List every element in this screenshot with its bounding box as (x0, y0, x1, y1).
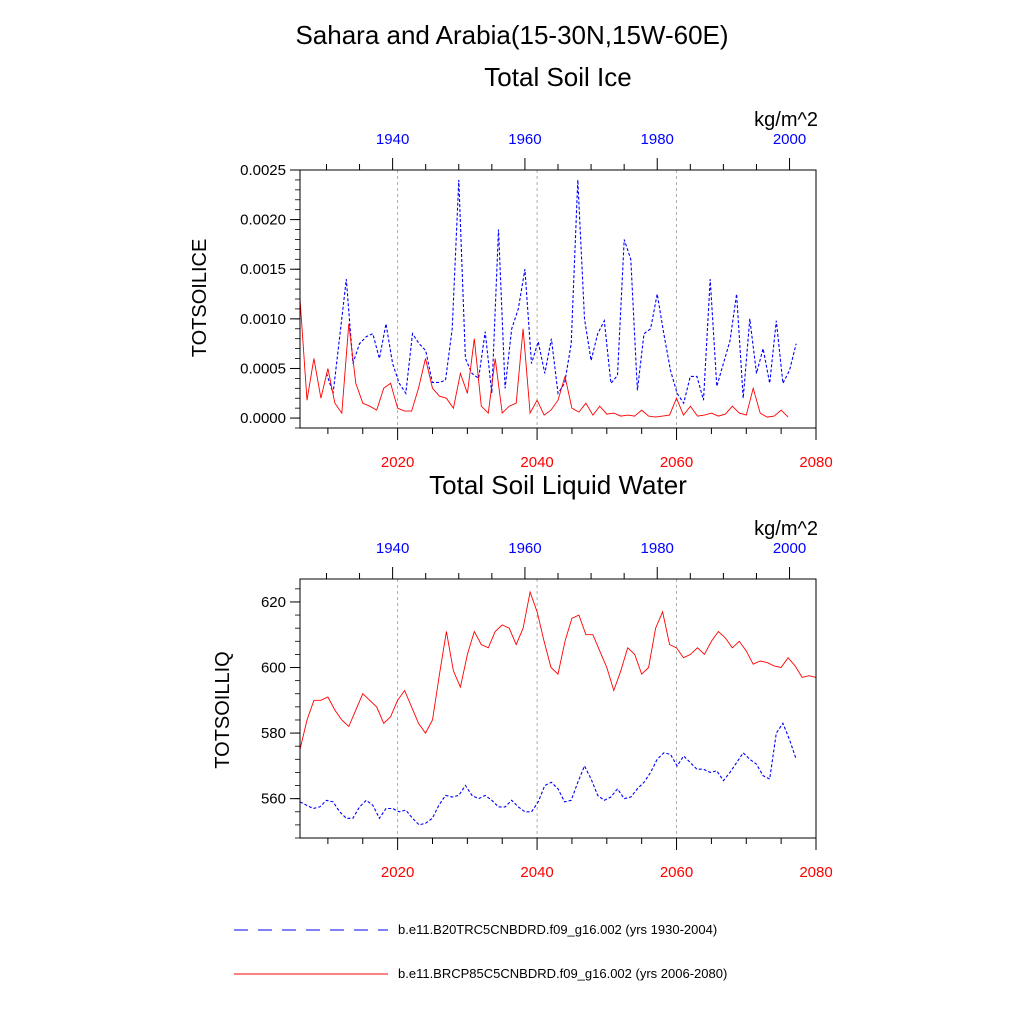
x-bottom-tick-label: 2040 (520, 454, 553, 471)
x-top-tick-label: 1960 (508, 131, 541, 148)
x-bottom-tick-label: 2020 (381, 864, 414, 881)
grid-lines-soil-liquid (397, 579, 677, 838)
series-line-historical (325, 179, 797, 405)
y-tick-label: 0.0010 (240, 311, 286, 328)
units-label-soil-liquid: kg/m^2 (754, 518, 818, 540)
y-tick-label: 560 (261, 791, 286, 808)
y-tick-label: 580 (261, 725, 286, 742)
y-axis-label-soil-liquid: TOTSOILLIQ (212, 651, 234, 768)
x-bottom-tick-label: 2020 (381, 454, 414, 471)
series-group-soil-ice (299, 179, 797, 418)
x-top-tick-label: 1960 (508, 540, 541, 557)
series-line-historical (299, 722, 797, 826)
x-bottom-tick-label: 2060 (660, 864, 693, 881)
y-tick-label: 600 (261, 660, 286, 677)
x-bottom-tick-label: 2080 (799, 864, 832, 881)
x-top-tick-label: 1940 (376, 540, 409, 557)
legend-label-rcp85: b.e11.BRCP85C5CNBDRD.f09_g16.002 (yrs 20… (398, 966, 727, 981)
x-bottom-tick-label: 2080 (799, 454, 832, 471)
x-top-tick-label: 2000 (773, 540, 806, 557)
y-axis-label-soil-ice: TOTSOILICE (189, 239, 211, 358)
y-tick-label: 0.0020 (240, 212, 286, 229)
axes-soil-liquid: 560 580 600 620 2020 2040 2060 2080 1940 1960 1980… (261, 540, 833, 881)
panel-soil-ice: Total Soil Ice kg/m^2 TOTSOILICE 0.00000… (189, 62, 833, 471)
x-top-tick-label: 2000 (773, 131, 806, 148)
panel-soil-liquid: Total Soil Liquid Water kg/m^2 TOTSOILLI… (212, 470, 833, 881)
x-bottom-tick-label: 2060 (660, 454, 693, 471)
panel-title-soil-liquid: Total Soil Liquid Water (429, 470, 687, 500)
axes-soil-ice: 0.0000 0.0005 0.0010 0.0015 0.0020 0.0025 2020… (240, 131, 833, 471)
y-tick-label: 0.0000 (240, 410, 286, 427)
y-tick-label: 0.0025 (240, 162, 286, 179)
figure-title: Sahara and Arabia(15-30N,15W-60E) (295, 20, 728, 50)
series-group-soil-liquid (299, 590, 817, 826)
grid-lines-soil-ice (397, 170, 677, 428)
series-line-rcp85 (299, 590, 817, 750)
y-tick-label: 0.0005 (240, 360, 286, 377)
legend: b.e11.B20TRC5CNBDRD.f09_g16.002 (yrs 193… (234, 922, 727, 981)
series-line-rcp85 (299, 298, 789, 418)
plot-frame (299, 169, 817, 429)
x-top-tick-label: 1980 (641, 131, 674, 148)
panel-title-soil-ice: Total Soil Ice (484, 62, 631, 92)
y-tick-label: 620 (261, 594, 286, 611)
x-top-tick-label: 1940 (376, 131, 409, 148)
x-bottom-tick-label: 2040 (520, 864, 553, 881)
units-label-soil-ice: kg/m^2 (754, 109, 818, 131)
legend-label-historical: b.e11.B20TRC5CNBDRD.f09_g16.002 (yrs 193… (398, 922, 717, 937)
x-top-tick-label: 1980 (641, 540, 674, 557)
y-tick-label: 0.0015 (240, 261, 286, 278)
